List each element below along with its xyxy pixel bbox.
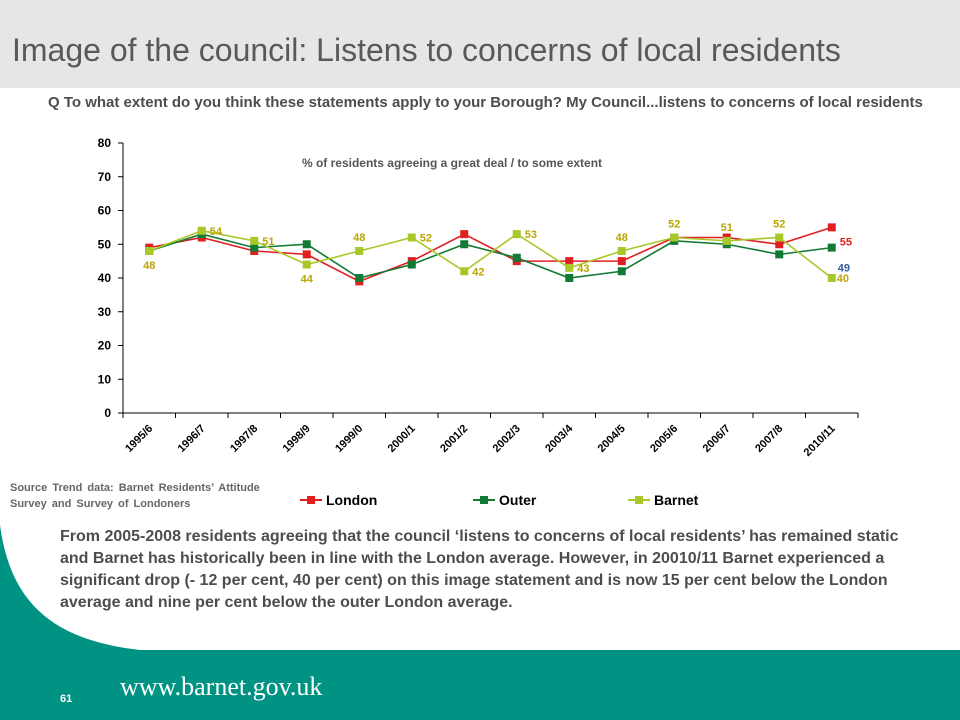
outer-point — [512, 253, 521, 262]
london-point — [827, 223, 836, 232]
x-tick-label: 2005/6 — [648, 423, 680, 455]
barnet-point — [197, 226, 206, 235]
website-url[interactable]: www.barnet.gov.uk — [120, 672, 323, 701]
y-tick-label: 60 — [98, 204, 112, 218]
barnet-point — [355, 247, 364, 255]
outer-point — [460, 240, 469, 249]
page-title: Image of the council: Listens to concern… — [12, 32, 841, 68]
barnet-data-label: 54 — [210, 226, 223, 238]
y-tick-label: 30 — [98, 305, 112, 319]
london-point — [302, 250, 311, 259]
barnet-data-label: 43 — [577, 263, 589, 275]
london-series-line — [149, 226, 832, 283]
barnet-point — [565, 263, 574, 272]
barnet-data-label: 40 — [837, 273, 849, 285]
barnet-data-label: 52 — [420, 233, 432, 245]
y-tick-label: 10 — [98, 372, 112, 386]
barnet-point — [775, 233, 784, 242]
outer-point — [355, 274, 364, 282]
x-tick-label: 2004/5 — [596, 423, 628, 455]
barnet-point — [512, 230, 521, 239]
outer-point — [302, 240, 311, 249]
barnet-point — [407, 233, 416, 242]
outer-point — [775, 250, 784, 259]
barnet-data-label: 52 — [773, 219, 785, 231]
x-tick-label: 2002/3 — [491, 423, 523, 455]
legend-outer-label: Outer — [499, 492, 537, 508]
barnet-point — [670, 233, 679, 242]
barnet-data-label: 48 — [353, 232, 365, 244]
outer-point — [407, 260, 416, 269]
outer-point — [827, 243, 836, 252]
barnet-point — [460, 267, 469, 276]
x-tick-label: 2000/1 — [386, 423, 418, 455]
outer-series-line — [149, 233, 832, 279]
outer-point — [565, 274, 574, 282]
x-tick-label: 2007/8 — [753, 423, 785, 455]
barnet-data-label: 53 — [525, 229, 537, 241]
legend-barnet-marker — [635, 496, 643, 504]
legend-barnet-label: Barnet — [654, 492, 699, 508]
x-tick-label: 2010/11 — [802, 423, 838, 459]
x-tick-label: 2006/7 — [701, 423, 733, 455]
barnet-point — [250, 236, 259, 245]
footer-band — [0, 650, 960, 720]
barnet-data-label: 51 — [262, 236, 274, 248]
y-tick-label: 20 — [98, 339, 112, 353]
london-point — [565, 257, 574, 266]
barnet-data-label: 48 — [616, 232, 628, 244]
y-tick-label: 40 — [98, 271, 112, 285]
london-point — [617, 257, 626, 266]
barnet-point — [827, 274, 836, 282]
outer-data-label: 49 — [838, 263, 850, 275]
x-tick-label: 2003/4 — [543, 422, 576, 455]
outer-point — [250, 243, 259, 252]
y-tick-label: 70 — [98, 170, 112, 184]
x-tick-label: 1998/9 — [281, 423, 313, 455]
y-tick-label: 0 — [104, 406, 111, 420]
barnet-point — [145, 247, 154, 255]
barnet-point — [617, 247, 626, 255]
legend-london-label: London — [326, 492, 377, 508]
barnet-point — [302, 260, 311, 269]
y-tick-label: 50 — [98, 237, 112, 251]
line-chart: % of residents agreeing a great deal / t… — [98, 136, 859, 508]
x-tick-label: 1999/0 — [333, 423, 365, 455]
barnet-point — [722, 236, 731, 245]
summary-text: From 2005-2008 residents agreeing that t… — [60, 528, 899, 611]
outer-point — [617, 267, 626, 276]
chart-subtitle: % of residents agreeing a great deal / t… — [302, 156, 602, 170]
x-tick-label: 2001/2 — [438, 423, 470, 455]
x-tick-label: 1997/8 — [228, 423, 260, 455]
london-point — [775, 240, 784, 249]
page-number: 61 — [60, 693, 73, 705]
legend-outer-marker — [480, 496, 488, 504]
legend-london-marker — [307, 496, 315, 504]
survey-question: Q To what extent do you think these stat… — [48, 94, 923, 111]
london-data-label: 55 — [840, 236, 852, 248]
barnet-data-label: 42 — [472, 266, 484, 278]
source-note: Source Trend data: Barnet Residents’ Att… — [10, 482, 260, 510]
footer-swoosh — [0, 525, 140, 650]
y-tick-label: 80 — [98, 136, 112, 150]
title-band — [0, 0, 960, 88]
barnet-data-label: 51 — [721, 222, 733, 234]
x-tick-label: 1995/6 — [123, 423, 155, 455]
barnet-data-label: 48 — [143, 260, 155, 272]
x-tick-label: 1996/7 — [176, 423, 208, 455]
london-point — [460, 230, 469, 239]
barnet-data-label: 52 — [668, 219, 680, 231]
barnet-data-label: 44 — [301, 274, 314, 286]
barnet-series-line — [148, 229, 833, 279]
